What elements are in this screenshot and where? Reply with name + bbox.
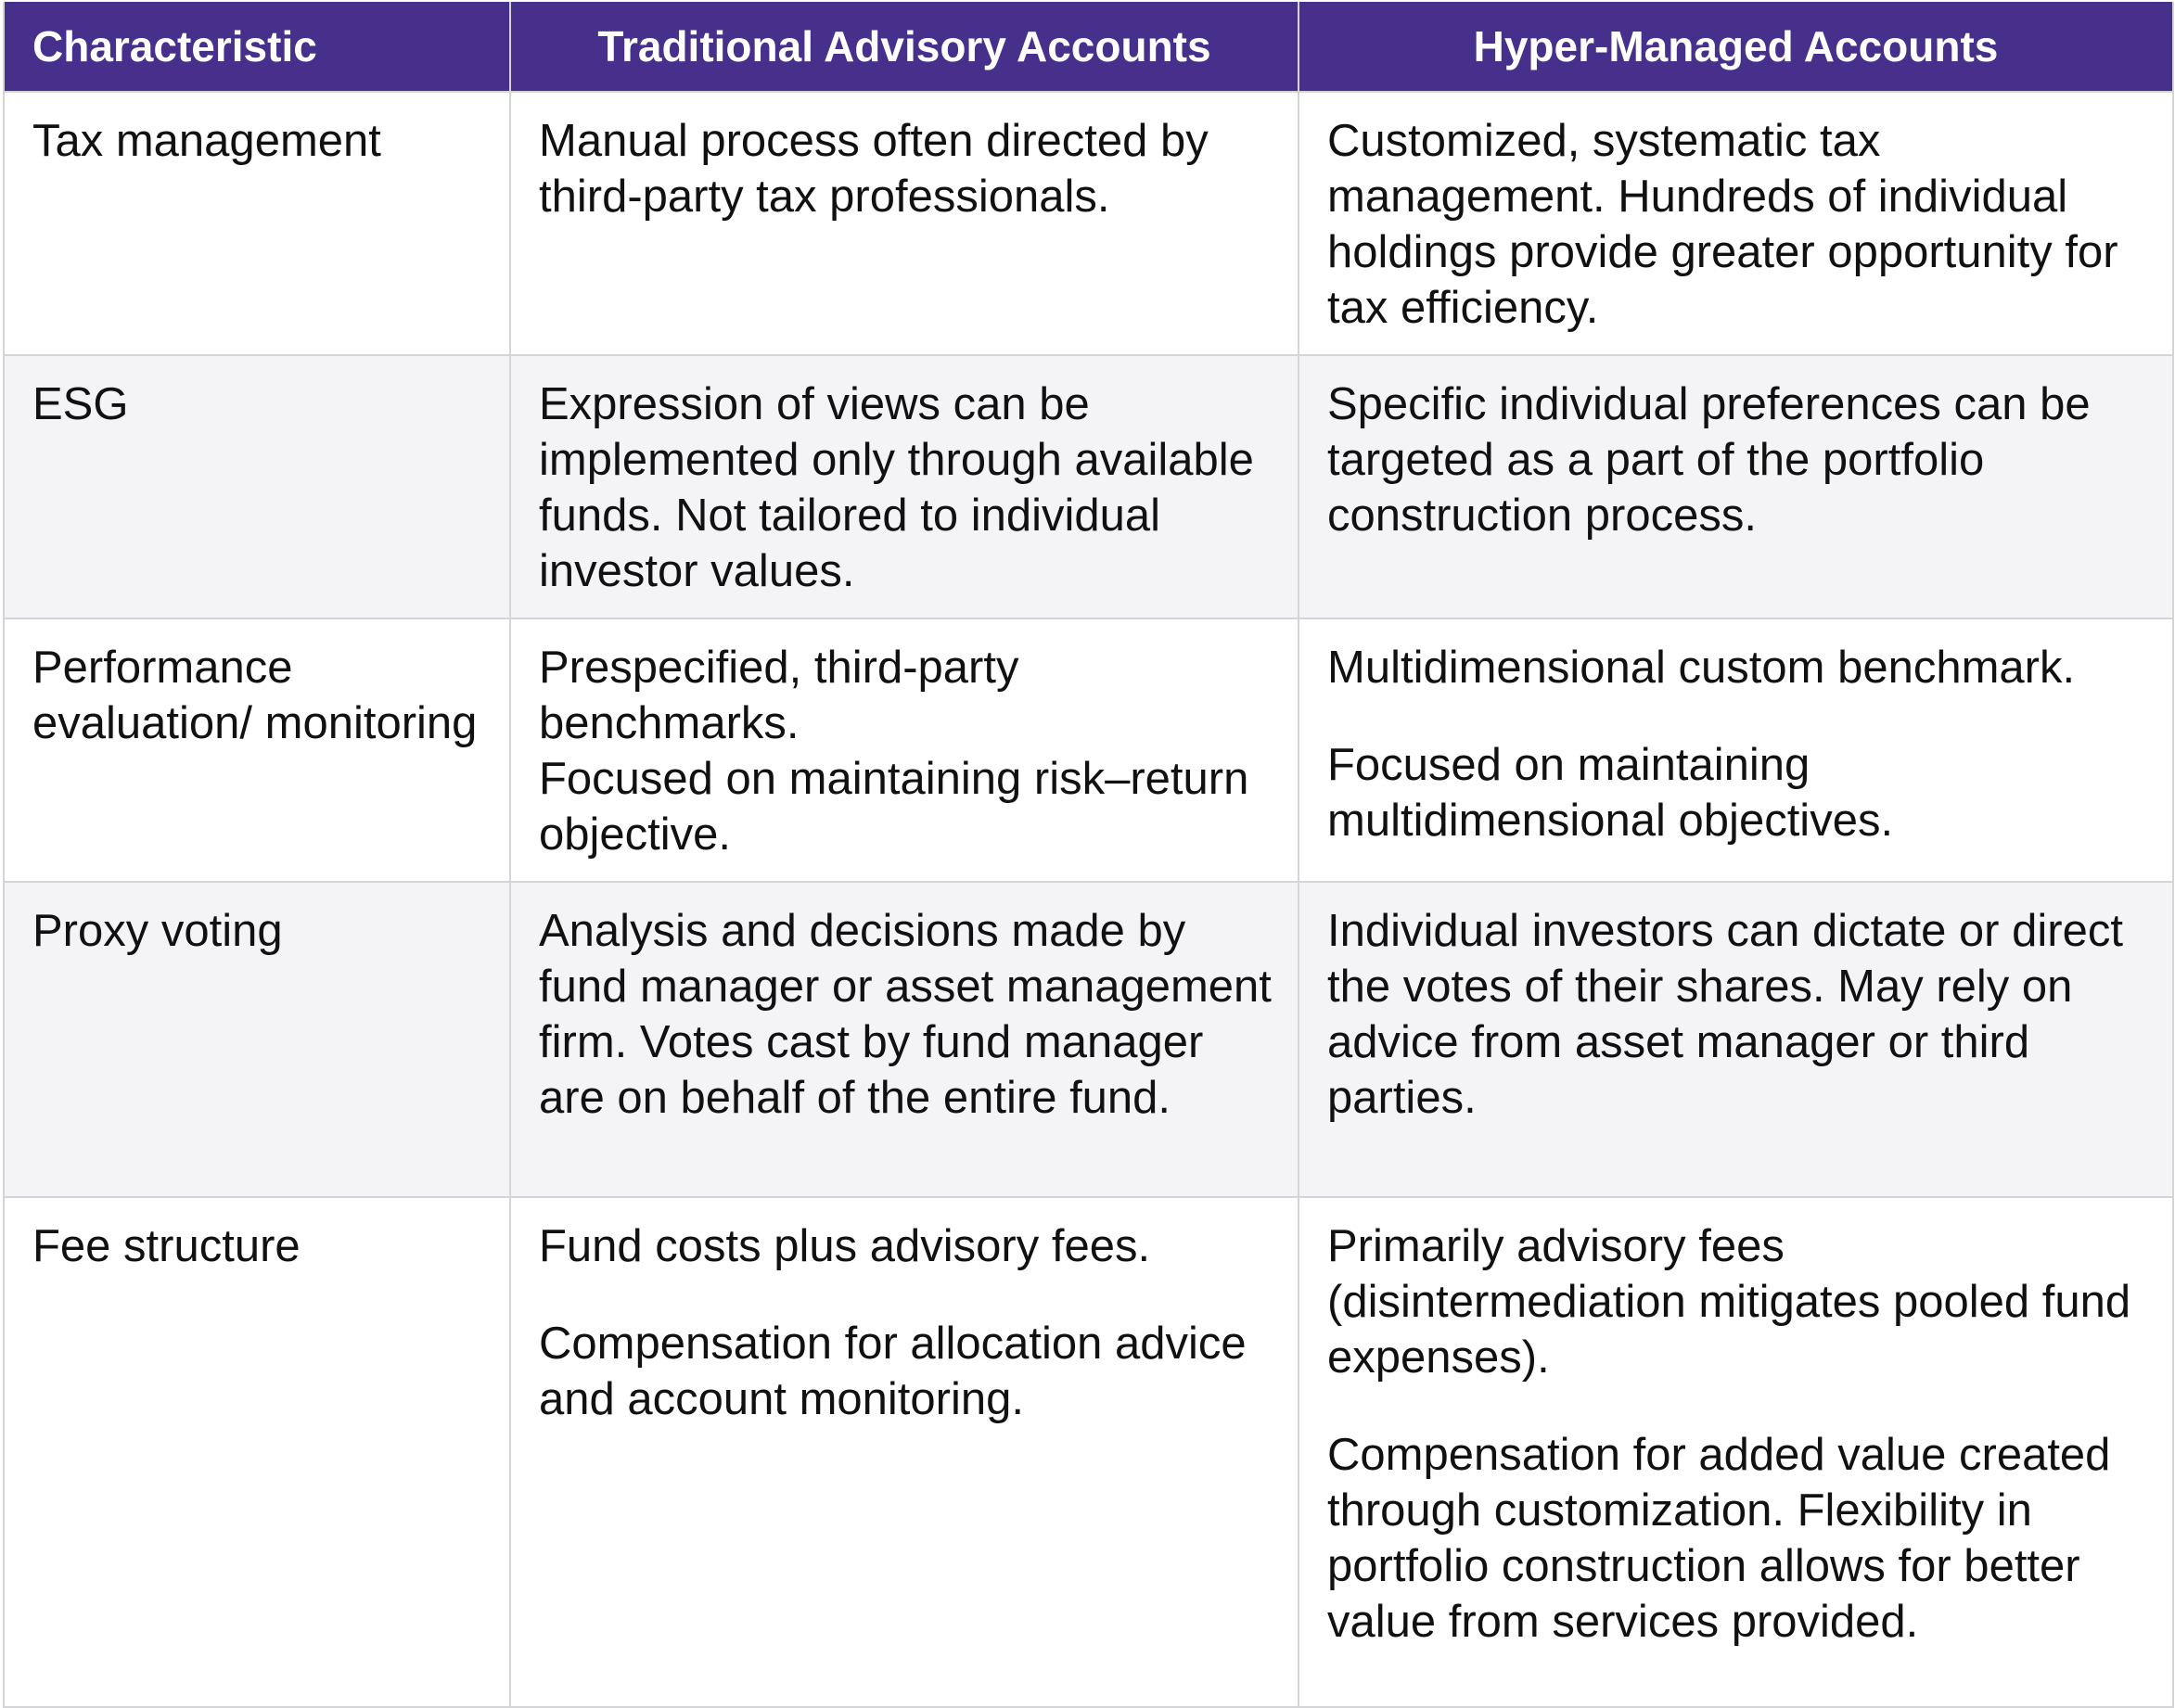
table-header: Characteristic Traditional Advisory Acco… (3, 2, 2174, 93)
characteristic-text: Tax management (32, 116, 381, 166)
cell-traditional: Manual process often directed by third-p… (509, 91, 1299, 356)
cell-traditional: Analysis and decisions made by fund mana… (509, 881, 1299, 1198)
header-row: Characteristic Traditional Advisory Acco… (3, 2, 2174, 93)
cell-characteristic: Tax management (3, 91, 511, 356)
traditional-text: Focused on maintaining risk–return objec… (539, 754, 1249, 860)
table-row-proxy-voting: Proxy voting Analysis and decisions made… (3, 881, 2174, 1198)
hyper-text: Compensation for added value created thr… (1327, 1430, 2111, 1647)
cell-hyper: Multidimensional custom benchmark. Focus… (1298, 618, 2174, 883)
hyper-text: Specific individual preferences can be t… (1327, 379, 2091, 541)
table-row-tax-management: Tax management Manual process often dire… (3, 91, 2174, 356)
cell-traditional: Prespecified, third-party benchmarks. Fo… (509, 618, 1299, 883)
table-row-fee-structure: Fee structure Fund costs plus advisory f… (3, 1196, 2174, 1708)
cell-characteristic: Proxy voting (3, 881, 511, 1198)
table-row-esg: ESG Expression of views can be implement… (3, 354, 2174, 619)
traditional-text: Compensation for allocation advice and a… (539, 1319, 1247, 1424)
header-traditional: Traditional Advisory Accounts (509, 2, 1299, 93)
cell-traditional: Fund costs plus advisory fees. Compensat… (509, 1196, 1299, 1708)
cell-characteristic: Performance evaluation/ monitoring (3, 618, 511, 883)
hyper-text: Customized, systematic tax management. H… (1327, 116, 2118, 333)
table-row-performance-evaluation: Performance evaluation/ monitoring Presp… (3, 618, 2174, 883)
cell-characteristic: Fee structure (3, 1196, 511, 1708)
characteristic-text: Performance evaluation/ monitoring (32, 643, 478, 748)
traditional-text: Analysis and decisions made by fund mana… (539, 906, 1272, 1123)
traditional-text: Expression of views can be implemented o… (539, 379, 1254, 596)
characteristic-text: Fee structure (32, 1221, 301, 1271)
cell-characteristic: ESG (3, 354, 511, 619)
hyper-text: Focused on maintaining multidimensional … (1327, 740, 1894, 846)
header-characteristic: Characteristic (3, 2, 511, 93)
traditional-text: Manual process often directed by third-p… (539, 116, 1209, 222)
hyper-text: Multidimensional custom benchmark. (1327, 643, 2076, 693)
traditional-text: Fund costs plus advisory fees. (539, 1221, 1151, 1271)
cell-hyper: Primarily advisory fees (disintermediati… (1298, 1196, 2174, 1708)
traditional-text: Prespecified, third-party benchmarks. (539, 643, 1019, 748)
cell-traditional: Expression of views can be implemented o… (509, 354, 1299, 619)
hyper-text: Primarily advisory fees (disintermediati… (1327, 1221, 2131, 1383)
characteristic-text: ESG (32, 379, 129, 429)
cell-hyper: Individual investors can dictate or dire… (1298, 881, 2174, 1198)
comparison-table: Characteristic Traditional Advisory Acco… (3, 2, 2174, 1708)
hyper-text: Individual investors can dictate or dire… (1327, 906, 2123, 1123)
characteristic-text: Proxy voting (32, 906, 283, 956)
cell-hyper: Specific individual preferences can be t… (1298, 354, 2174, 619)
header-hyper-managed: Hyper-Managed Accounts (1298, 2, 2174, 93)
table-body: Tax management Manual process often dire… (3, 91, 2174, 1708)
cell-hyper: Customized, systematic tax management. H… (1298, 91, 2174, 356)
